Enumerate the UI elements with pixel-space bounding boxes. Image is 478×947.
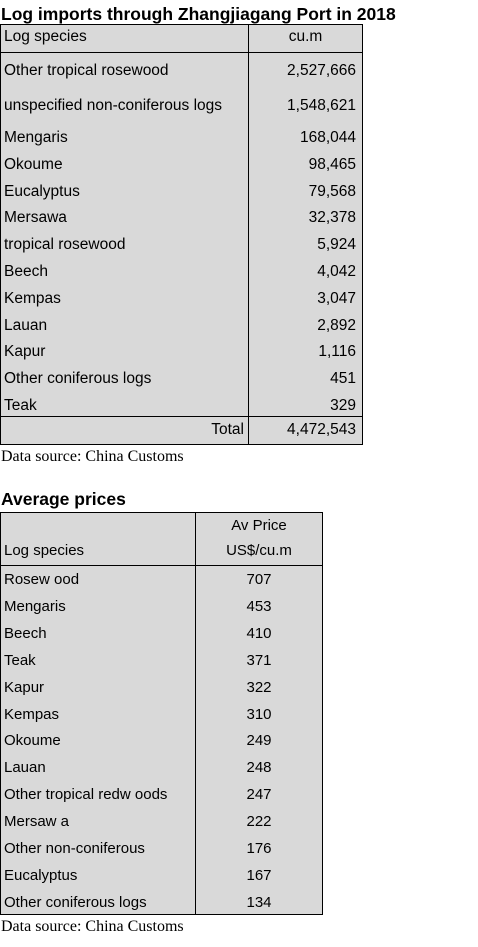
table-row: Okoume 249 — [1, 727, 322, 754]
table-row: Other non-coniferous 176 — [1, 835, 322, 862]
value-cell: 247 — [246, 786, 272, 804]
table-row: Beech 410 — [1, 620, 322, 647]
species-cell: Mengaris — [4, 597, 66, 615]
value-cell: 32,378 — [308, 209, 356, 226]
value-cell: 79,568 — [308, 182, 356, 200]
header-divider — [1, 565, 322, 566]
value-cell: 310 — [246, 705, 272, 723]
value-cell: 410 — [246, 624, 272, 642]
table-row: Okoume 98,465 — [1, 151, 362, 178]
table-row: Kempas 3,047 — [1, 285, 362, 312]
table-row: Eucalyptus 167 — [1, 862, 322, 889]
prices-header-unit: US$/cu.m — [226, 542, 292, 559]
table-row: Mengaris 168,044 — [1, 124, 362, 151]
imports-header-unit: cu.m — [288, 28, 323, 45]
species-cell: Other coniferous logs — [4, 369, 152, 387]
value-cell: 134 — [246, 893, 272, 911]
imports-header-species: Log species — [4, 28, 87, 45]
species-cell: tropical rosewood — [4, 235, 126, 253]
species-cell: Eucalyptus — [4, 866, 78, 884]
table-row: Mersawa 32,378 — [1, 205, 362, 231]
header-divider — [1, 52, 362, 53]
table-row: Other tropical redw oods 247 — [1, 781, 322, 808]
value-cell: 371 — [246, 651, 272, 669]
table-row: Other coniferous logs 451 — [1, 365, 362, 392]
species-cell: Mersawa — [4, 209, 67, 226]
value-cell: 167 — [246, 866, 272, 884]
prices-header-species: Log species — [4, 542, 85, 559]
value-cell: 322 — [246, 678, 272, 696]
value-cell: 329 — [330, 396, 356, 414]
value-cell: 2,892 — [317, 316, 356, 334]
value-cell: 176 — [246, 840, 272, 857]
species-cell: Kapur — [4, 678, 45, 696]
table-row: Other coniferous logs 134 — [1, 889, 322, 916]
species-cell: Teak — [4, 396, 37, 414]
value-cell: 4,042 — [317, 262, 356, 280]
species-cell: Okoume — [4, 732, 61, 750]
table-row: Mengaris 453 — [1, 593, 322, 620]
table-row: Rosew ood 707 — [1, 566, 322, 593]
table-row: Lauan 2,892 — [1, 312, 362, 339]
species-cell: Other tropical rosewood — [4, 62, 169, 79]
value-cell: 707 — [246, 571, 272, 588]
species-cell: Mersaw a — [4, 813, 70, 831]
value-cell: 1,548,621 — [287, 97, 356, 114]
table-row: Kapur 322 — [1, 674, 322, 701]
table-row: Mersaw a 222 — [1, 808, 322, 835]
total-label: Total — [211, 421, 244, 438]
imports-title: Log imports through Zhangjiagang Port in… — [1, 4, 396, 24]
species-cell: Lauan — [4, 316, 48, 334]
table-row: Kempas 310 — [1, 701, 322, 728]
prices-table: Log species Av Price US$/cu.m Rosew ood 7… — [0, 512, 323, 915]
table-row: tropical rosewood 5,924 — [1, 231, 362, 258]
column-divider — [195, 513, 196, 914]
value-cell: 249 — [246, 732, 272, 750]
table-row: Kapur 1,116 — [1, 339, 362, 365]
column-divider — [248, 25, 249, 444]
table-row: Teak 329 — [1, 392, 362, 419]
prices-source: Data source: China Customs — [1, 918, 184, 935]
prices-header-price: Av Price — [231, 517, 287, 534]
value-cell: 168,044 — [299, 128, 356, 146]
value-cell: 451 — [330, 369, 356, 387]
value-cell: 248 — [246, 759, 272, 777]
prices-title: Average prices — [1, 489, 126, 509]
value-cell: 1,116 — [318, 343, 356, 360]
table-row: Eucalyptus 79,568 — [1, 178, 362, 205]
value-cell: 453 — [246, 597, 272, 615]
value-cell: 3,047 — [317, 289, 356, 307]
table-row: Other tropical rosewood 2,527,666 — [1, 54, 362, 88]
table-row: Teak 371 — [1, 647, 322, 674]
species-cell: Rosew ood — [4, 571, 80, 588]
value-cell: 98,465 — [308, 155, 356, 173]
species-cell: Eucalyptus — [4, 182, 80, 200]
species-cell: Lauan — [4, 759, 46, 777]
species-cell: unspecified non-coniferous logs — [4, 97, 222, 114]
species-cell: Kempas — [4, 289, 61, 307]
total-divider — [1, 416, 362, 417]
imports-source: Data source: China Customs — [1, 448, 184, 465]
table-row: Beech 4,042 — [1, 258, 362, 285]
species-cell: Okoume — [4, 155, 63, 173]
value-cell: 2,527,666 — [287, 62, 356, 79]
species-cell: Kempas — [4, 705, 60, 723]
imports-total-row: Total 4,472,543 — [1, 417, 362, 443]
species-cell: Beech — [4, 262, 48, 280]
table-row: unspecified non-coniferous logs 1,548,621 — [1, 88, 362, 124]
value-cell: 222 — [246, 813, 272, 831]
table-row: Lauan 248 — [1, 754, 322, 781]
species-cell: Other tropical redw oods — [4, 786, 168, 804]
species-cell: Beech — [4, 624, 47, 642]
value-cell: 5,924 — [317, 235, 356, 253]
species-cell: Other non-coniferous — [4, 840, 145, 857]
imports-table: Log species cu.m Other tropical rosewood… — [0, 24, 363, 445]
species-cell: Kapur — [4, 343, 46, 360]
species-cell: Other coniferous logs — [4, 893, 147, 911]
species-cell: Teak — [4, 651, 36, 669]
species-cell: Mengaris — [4, 128, 68, 146]
total-value: 4,472,543 — [287, 421, 356, 438]
